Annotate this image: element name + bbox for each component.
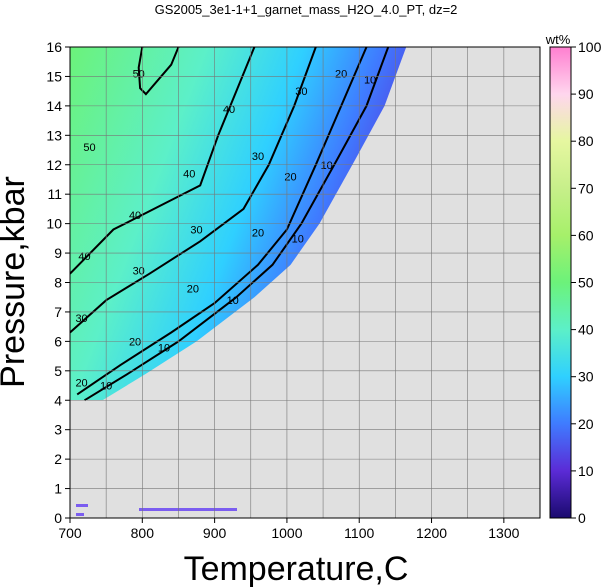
- contour-label-40: 40: [183, 169, 195, 181]
- colorbar-label: wt%: [545, 32, 571, 47]
- y-tick-label: 9: [54, 245, 62, 261]
- contour-label-50: 50: [83, 142, 95, 154]
- x-tick-label: 1100: [344, 525, 374, 541]
- bottom-artifact-1: [76, 504, 88, 507]
- colorbar-tick-label: 20: [578, 416, 594, 432]
- colorbar-tick-label: 50: [578, 275, 594, 291]
- y-tick-label: 0: [54, 510, 62, 526]
- contour-label-30: 30: [252, 151, 264, 163]
- contour-label-30: 30: [75, 313, 87, 325]
- x-tick-label: 1000: [271, 525, 302, 541]
- y-tick-label: 10: [46, 216, 62, 232]
- contour-label-20: 20: [187, 283, 199, 295]
- contour-label-30: 30: [295, 86, 307, 98]
- colorbar-ticks: 0 10 20 30 40 50 60 70 80 90 100: [571, 39, 602, 526]
- y-tick-label: 12: [46, 157, 62, 173]
- colorbar-tick-label: 90: [578, 86, 594, 102]
- contour-line-40: [70, 47, 256, 275]
- y-tick-label: 5: [54, 363, 62, 379]
- y-axis-label: Pressure,kbar: [0, 176, 32, 388]
- contour-label-20: 20: [129, 336, 141, 348]
- contour-line-20: [76, 47, 368, 396]
- y-tick-label: 16: [46, 39, 62, 55]
- contour-line-30: [70, 47, 317, 334]
- bottom-artifact-3: [139, 508, 237, 511]
- y-tick-label: 2: [54, 451, 62, 467]
- colorbar-tick-label: 40: [578, 322, 594, 338]
- contour-label-30: 30: [133, 266, 145, 278]
- x-tick-label: 1200: [416, 525, 447, 541]
- contour-lines: [70, 47, 390, 402]
- y-tick-label: 3: [54, 422, 62, 438]
- contour-label-10: 10: [227, 295, 239, 307]
- bottom-artifact-2: [76, 513, 84, 516]
- colorbar-tick-label: 100: [578, 39, 602, 55]
- colorbar-tick-label: 60: [578, 227, 594, 243]
- x-axis-ticks: 700 800 900 1000 1100 1200 1300: [58, 518, 520, 541]
- contour-label-10: 10: [292, 233, 304, 245]
- contour-label-20: 20: [335, 68, 347, 80]
- x-axis-label: Temperature,C: [184, 550, 409, 587]
- x-tick-label: 900: [203, 525, 227, 541]
- contour-labels: 1010101010102020202020203030303030404040…: [75, 68, 376, 392]
- y-tick-label: 8: [54, 275, 62, 291]
- colorbar-tick-label: 30: [578, 369, 594, 385]
- x-tick-label: 800: [131, 525, 155, 541]
- y-tick-label: 6: [54, 333, 62, 349]
- chart-title: GS2005_3e1-1+1_garnet_mass_H2O_4.0_PT, d…: [155, 2, 458, 17]
- contour-label-30: 30: [190, 225, 202, 237]
- contour-label-50: 50: [133, 68, 145, 80]
- contour-label-10: 10: [321, 160, 333, 172]
- contour-label-20: 20: [75, 378, 87, 390]
- colorbar: [549, 46, 572, 519]
- x-tick-label: 700: [58, 525, 82, 541]
- contour-line-10: [83, 47, 390, 402]
- contour-label-20: 20: [252, 227, 264, 239]
- colorbar-tick-label: 80: [578, 133, 594, 149]
- colorbar-tick-label: 0: [578, 510, 586, 526]
- y-tick-label: 7: [54, 304, 62, 320]
- colorbar-tick-label: 70: [578, 180, 594, 196]
- y-tick-label: 1: [54, 481, 62, 497]
- contour-label-20: 20: [284, 172, 296, 184]
- contour-label-40: 40: [129, 210, 141, 222]
- y-tick-label: 11: [47, 186, 62, 202]
- y-tick-label: 13: [46, 127, 62, 143]
- y-tick-label: 15: [46, 68, 62, 84]
- contour-label-40: 40: [78, 251, 90, 263]
- contour-label-40: 40: [223, 104, 235, 116]
- y-tick-label: 14: [46, 98, 62, 114]
- x-tick-label: 1300: [488, 525, 519, 541]
- colorbar-tick-label: 10: [578, 463, 594, 479]
- contour-line-50: [137, 47, 180, 96]
- y-tick-label: 4: [54, 392, 62, 408]
- contour-label-10: 10: [158, 342, 170, 354]
- contour-label-10: 10: [364, 74, 376, 86]
